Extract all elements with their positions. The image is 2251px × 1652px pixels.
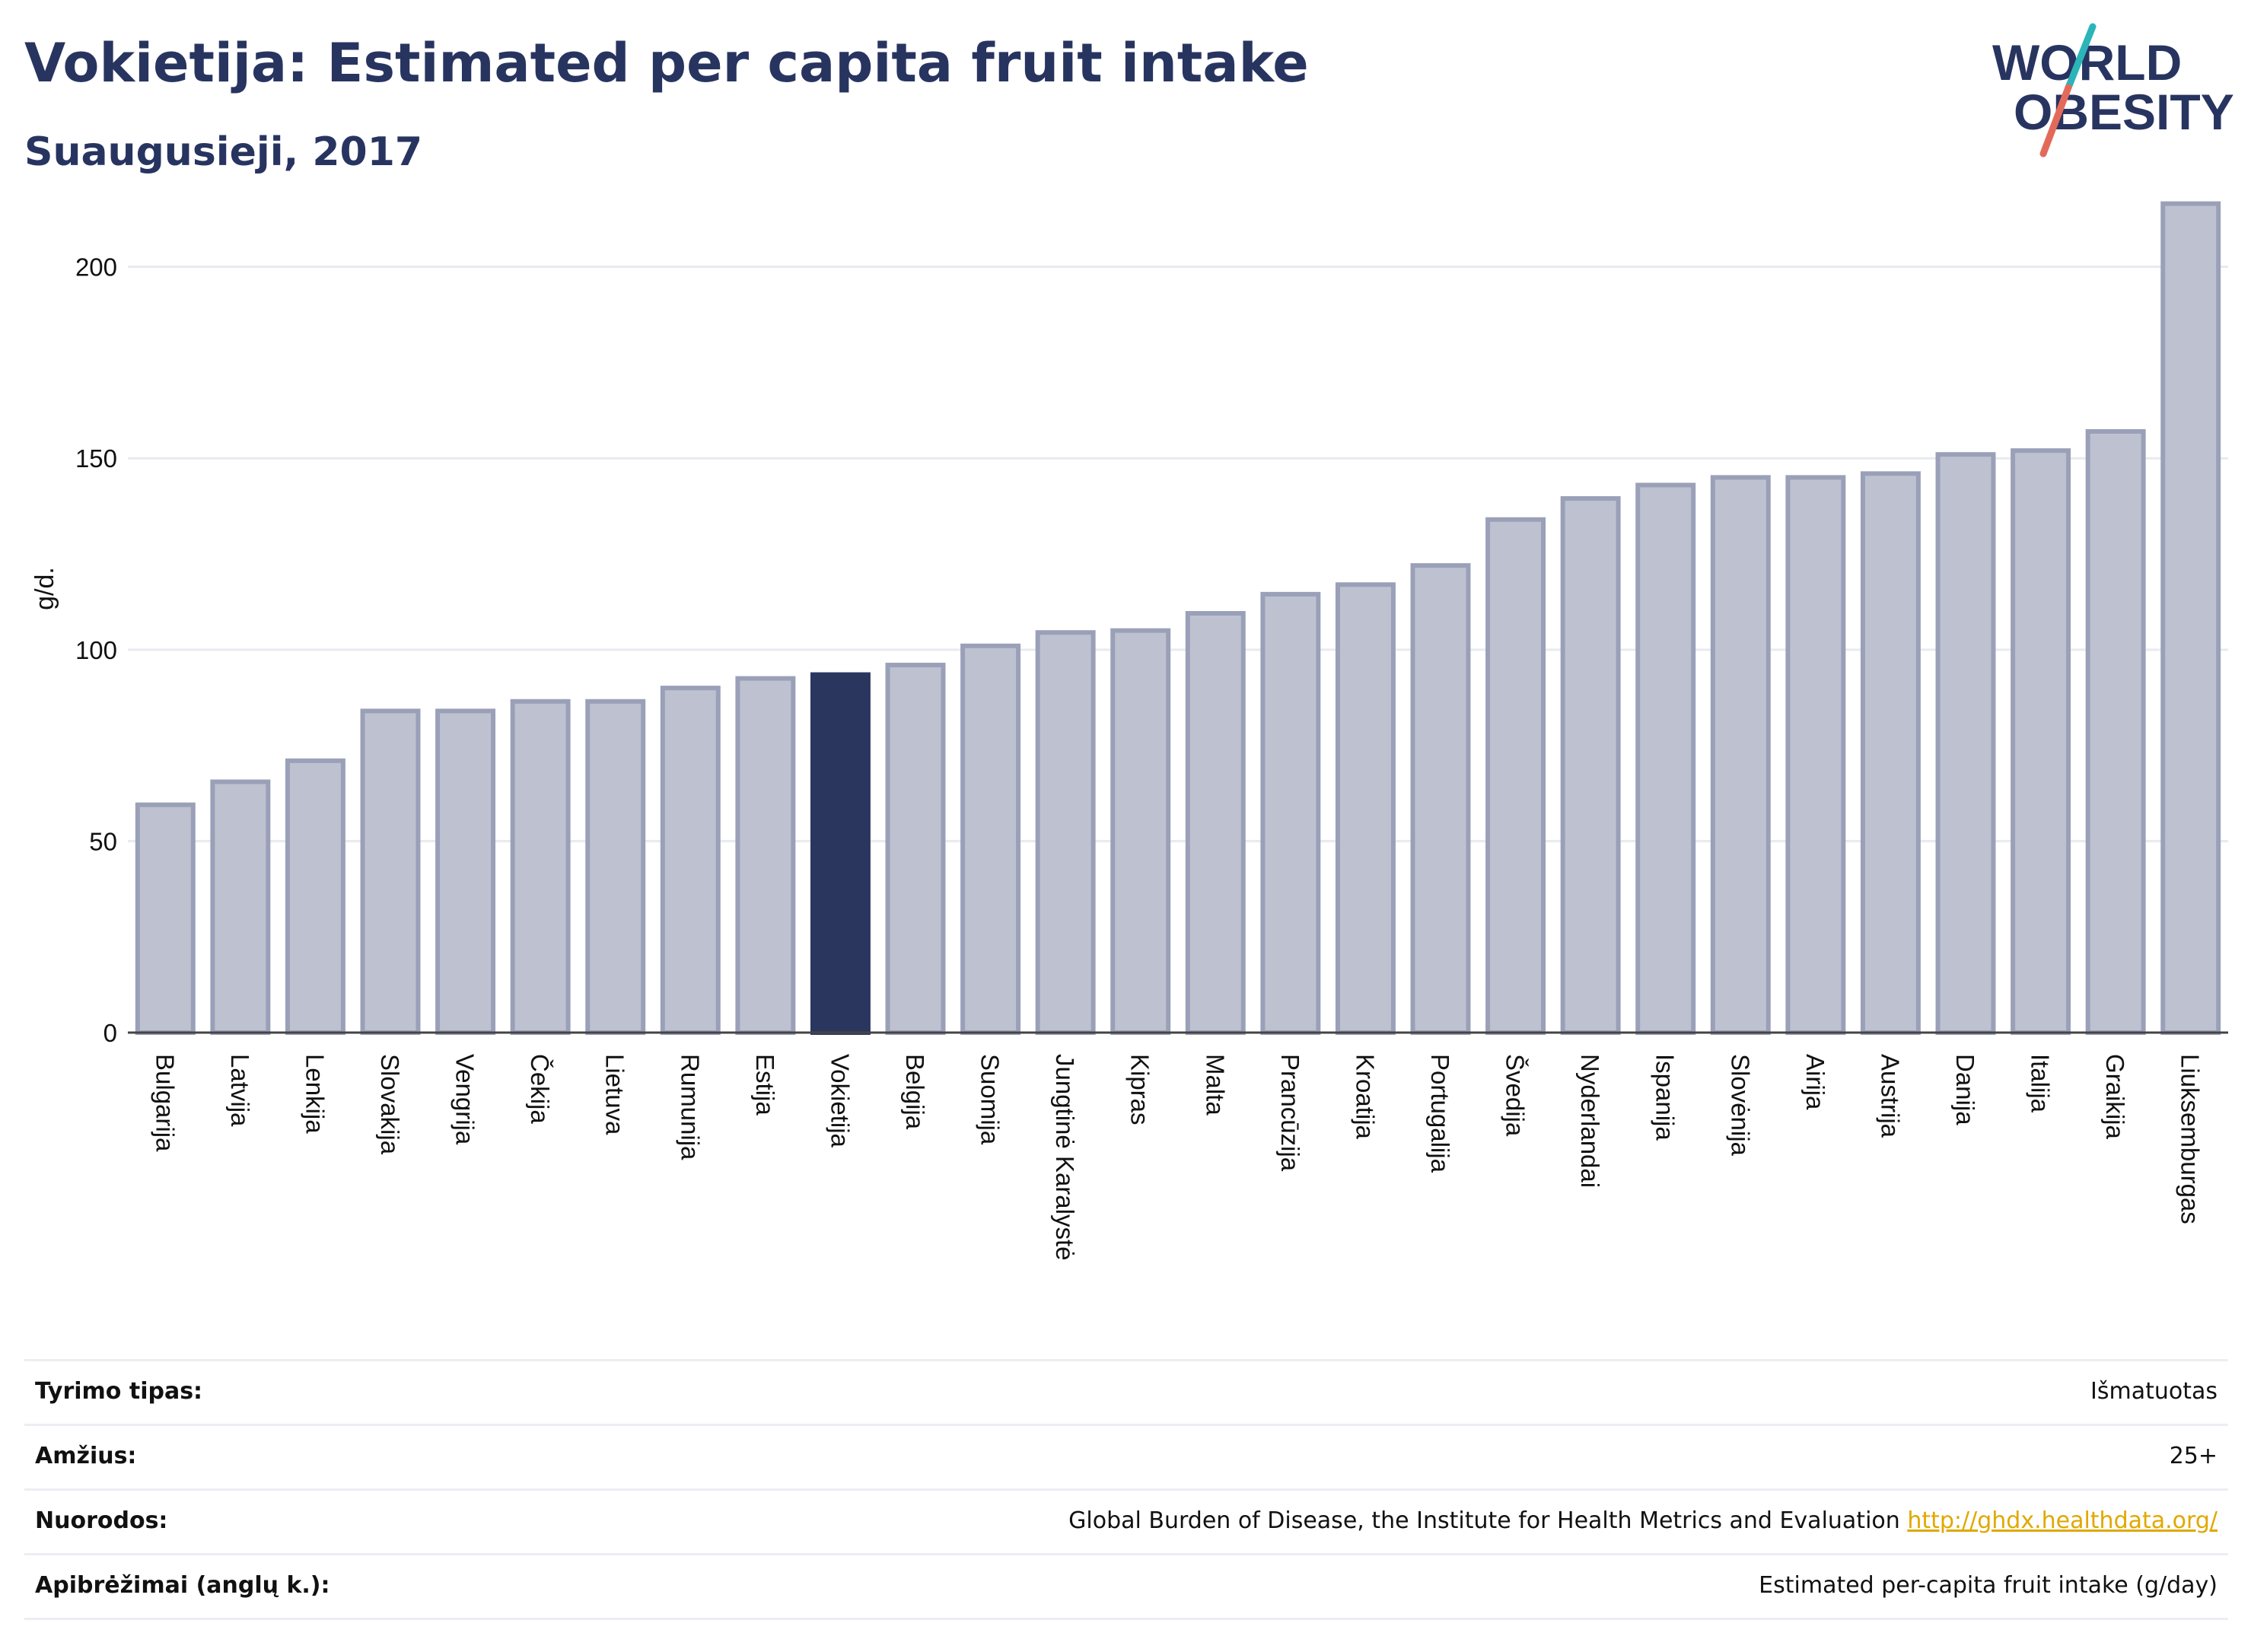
meta-label: Tyrimo tipas: <box>35 1378 203 1405</box>
chart-title: Vokietija: Estimated per capita fruit in… <box>24 32 1309 94</box>
bar <box>510 699 571 1035</box>
y-tick-label: 150 <box>75 444 117 473</box>
x-tick-label: Lenkija <box>301 1054 329 1134</box>
bar <box>1860 471 1921 1035</box>
bars <box>135 201 2221 1036</box>
meta-row-definitions: Apibrėžimai (anglų k.): Estimated per-ca… <box>24 1553 2228 1620</box>
x-tick-label: Austrija <box>1876 1054 1904 1138</box>
world-obesity-logo: WORLD OBESITY <box>1992 23 2234 158</box>
x-tick-label: Čekija <box>526 1054 554 1124</box>
x-tick-label: Italija <box>2027 1054 2055 1113</box>
bar <box>2011 448 2071 1035</box>
x-tick-label: Malta <box>1201 1054 1229 1116</box>
bar <box>135 802 196 1035</box>
meta-value: 25+ <box>2169 1443 2218 1469</box>
bar <box>1935 452 1996 1035</box>
logo-slash-red <box>2039 84 2072 158</box>
bar <box>1410 563 1471 1035</box>
bar <box>885 662 946 1035</box>
x-tick-label: Kipras <box>1126 1054 1154 1125</box>
chart-subtitle: Suaugusieji, 2017 <box>24 129 423 175</box>
x-tick-label: Ispanija <box>1651 1054 1679 1141</box>
bar <box>1260 591 1321 1035</box>
meta-row-age: Amžius: 25+ <box>24 1424 2228 1488</box>
reference-link[interactable]: http://ghdx.healthdata.org/ <box>1907 1507 2218 1534</box>
meta-row-survey-type: Tyrimo tipas: Išmatuotas <box>24 1359 2228 1424</box>
x-tick-label: Jungtinė Karalystė <box>1051 1054 1079 1261</box>
y-tick-label: 50 <box>89 827 117 855</box>
bar <box>1710 475 1771 1035</box>
bar <box>735 676 796 1035</box>
x-tick-label: Graikija <box>2101 1054 2129 1140</box>
bar <box>1110 628 1171 1035</box>
y-tick-label: 200 <box>75 253 117 282</box>
meta-label: Nuorodos: <box>35 1507 168 1534</box>
x-tick-label: Kroatija <box>1351 1054 1379 1140</box>
reference-text: Global Burden of Disease, the Institute … <box>1068 1507 1908 1534</box>
meta-value: Estimated per-capita fruit intake (g/day… <box>1759 1572 2218 1599</box>
x-tick-label: Vengrija <box>451 1054 479 1145</box>
bar <box>285 758 345 1035</box>
x-tick-label: Lietuva <box>601 1054 629 1135</box>
bar <box>1785 475 1846 1035</box>
meta-value: Išmatuotas <box>2090 1378 2218 1405</box>
x-tick-label: Airija <box>1801 1054 1829 1110</box>
bar <box>360 708 421 1035</box>
x-tick-label: Nyderlandai <box>1576 1054 1604 1188</box>
x-tick-label: Suomija <box>976 1054 1005 1145</box>
bar <box>435 708 496 1035</box>
bar <box>660 686 721 1035</box>
x-tick-label: Belgija <box>901 1054 929 1130</box>
metadata-table: Tyrimo tipas: Išmatuotas Amžius: 25+ Nuo… <box>24 1359 2228 1620</box>
x-axis-ticks: Bulgarija Latvija Lenkija Slovakija Vengrija… <box>151 1054 2204 1261</box>
y-axis-label: g/d. <box>30 567 59 610</box>
x-tick-label: Portugalija <box>1426 1054 1454 1173</box>
meta-row-references: Nuorodos: Global Burden of Disease, the … <box>24 1488 2228 1553</box>
bar <box>1560 496 1621 1035</box>
x-tick-label: Liuksemburgas <box>2176 1054 2205 1224</box>
bar-chart: 0 50 100 150 200 g/d. Bulgarija Latvija Lenkij… <box>30 201 2228 1261</box>
x-tick-label: Bulgarija <box>151 1054 179 1152</box>
bar <box>1335 582 1396 1035</box>
bar <box>1485 517 1546 1035</box>
y-tick-label: 0 <box>103 1019 117 1047</box>
bar <box>1635 482 1696 1035</box>
bar <box>960 643 1021 1035</box>
x-tick-label: Danija <box>1951 1054 1979 1125</box>
x-tick-label: Prancūzija <box>1276 1054 1304 1172</box>
x-tick-label: Estija <box>751 1054 779 1116</box>
meta-label: Apibrėžimai (anglų k.): <box>35 1572 330 1599</box>
meta-label: Amžius: <box>35 1443 137 1469</box>
bar <box>1185 611 1246 1035</box>
meta-value: Global Burden of Disease, the Institute … <box>1068 1507 2218 1534</box>
y-axis-ticks: 0 50 100 150 200 <box>75 253 117 1047</box>
y-tick-label: 100 <box>75 636 117 664</box>
x-tick-label: Slovėnija <box>1726 1054 1754 1157</box>
bar <box>210 779 271 1035</box>
x-tick-label: Slovakija <box>376 1054 404 1155</box>
x-tick-label: Švedija <box>1501 1054 1530 1137</box>
x-tick-label: Vokietija <box>826 1054 854 1148</box>
bar <box>1035 630 1096 1035</box>
logo-slash-teal <box>2065 23 2097 91</box>
x-tick-label: Latvija <box>226 1054 254 1127</box>
x-tick-label: Rumunija <box>676 1054 704 1160</box>
bar <box>2160 201 2221 1036</box>
bar <box>585 699 646 1035</box>
bar <box>810 672 871 1036</box>
bar <box>2085 429 2146 1035</box>
